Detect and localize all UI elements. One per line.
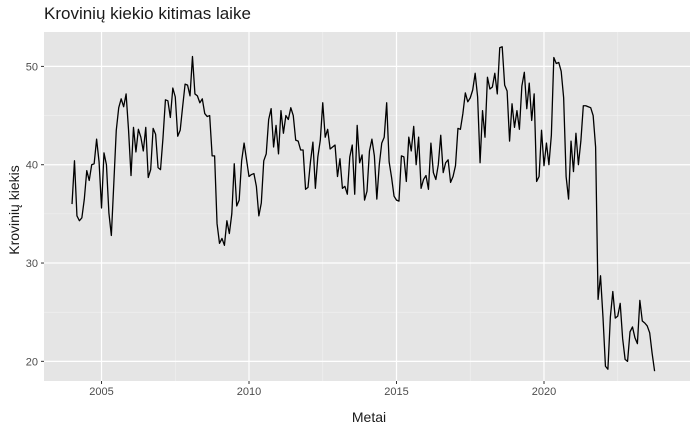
major-gridlines	[44, 32, 690, 381]
y-axis-title: Krovinių kiekis	[6, 165, 22, 255]
y-tick-label: 30	[26, 258, 38, 270]
x-tick-label: 2010	[237, 386, 261, 398]
x-tick-label: 2005	[89, 386, 113, 398]
x-tick-label: 2020	[532, 386, 556, 398]
plot-panel	[44, 32, 690, 381]
y-tick-label: 50	[26, 61, 38, 73]
axis-ticks	[41, 65, 545, 384]
y-tick-label: 20	[26, 356, 38, 368]
y-tick-label: 40	[26, 160, 38, 172]
x-tick-label: 2015	[384, 386, 408, 398]
x-axis-title: Metai	[351, 409, 387, 425]
chart-title: Krovinių kiekio kitimas laike	[44, 4, 251, 23]
series-line	[71, 46, 656, 372]
